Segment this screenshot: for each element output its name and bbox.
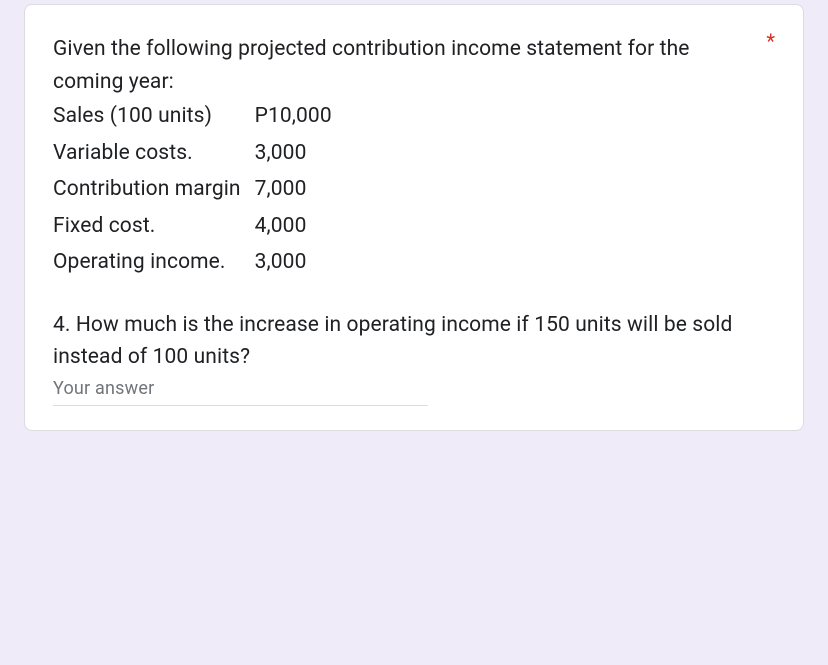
- answer-field-wrap: [53, 374, 775, 406]
- income-statement-table: Sales (100 units) P10,000 Variable costs…: [53, 98, 332, 281]
- answer-input[interactable]: [53, 374, 428, 406]
- row-label: Variable costs.: [53, 135, 255, 172]
- row-value: P10,000: [255, 98, 332, 135]
- row-value: 3,000: [255, 244, 332, 281]
- row-label: Operating income.: [53, 244, 255, 281]
- table-row: Operating income. 3,000: [53, 244, 332, 281]
- table-row: Fixed cost. 4,000: [53, 208, 332, 245]
- table-row: Variable costs. 3,000: [53, 135, 332, 172]
- row-label: Fixed cost.: [53, 208, 255, 245]
- row-value: 7,000: [255, 171, 332, 208]
- table-row: Sales (100 units) P10,000: [53, 98, 332, 135]
- row-value: 4,000: [255, 208, 332, 245]
- row-label: Sales (100 units): [53, 98, 255, 135]
- required-asterisk: *: [766, 29, 775, 53]
- question-card: * Given the following projected contribu…: [24, 4, 804, 431]
- question-text: Given the following projected contributi…: [53, 33, 775, 374]
- row-value: 3,000: [255, 135, 332, 172]
- table-row: Contribution margin 7,000: [53, 171, 332, 208]
- row-label: Contribution margin: [53, 171, 255, 208]
- question-intro: Given the following projected contributi…: [53, 33, 745, 98]
- question-followup: 4. How much is the increase in operating…: [53, 309, 745, 374]
